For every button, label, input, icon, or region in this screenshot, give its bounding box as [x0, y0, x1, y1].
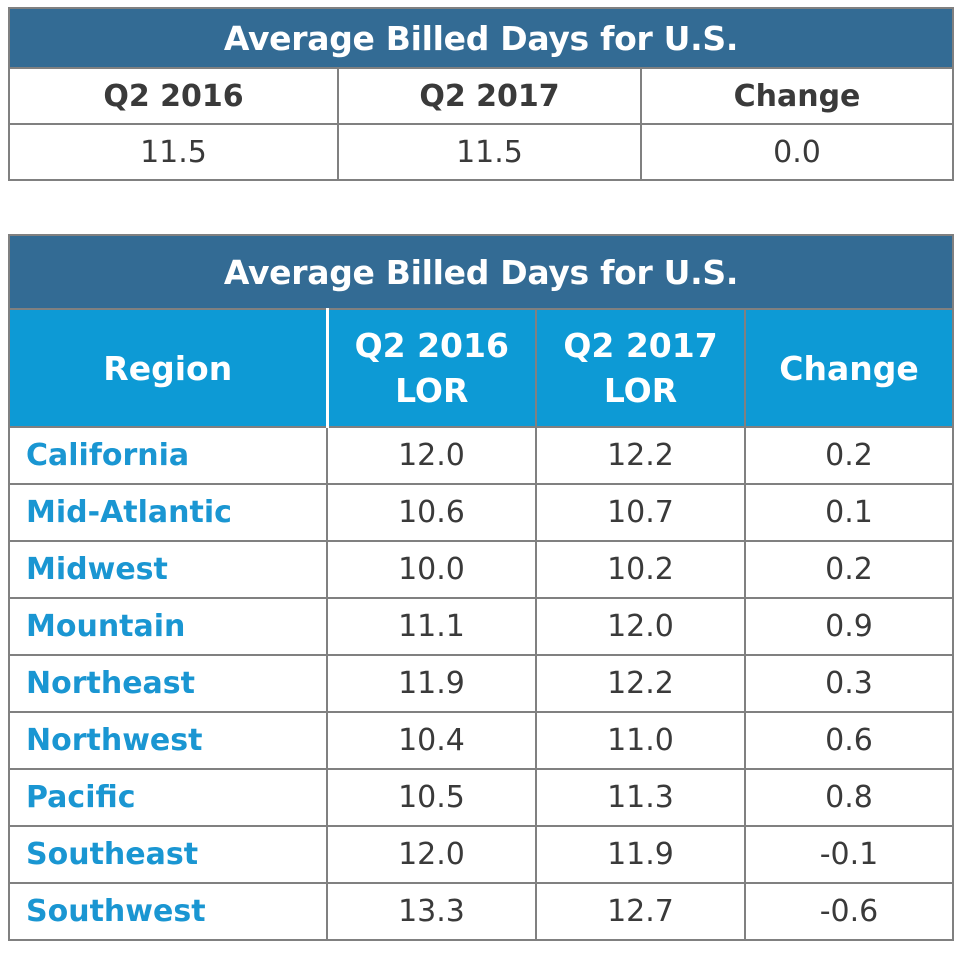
change-cell: 0.6 [744, 711, 954, 770]
q2-2017-cell: 12.0 [535, 597, 746, 656]
q2-2017-cell: 12.2 [535, 426, 746, 485]
change-cell: 0.2 [744, 540, 954, 599]
q2-2016-cell: 10.5 [326, 768, 537, 827]
summary-value-row: 11.5 11.5 0.0 [8, 123, 954, 181]
summary-value-q2-2017: 11.5 [337, 123, 642, 181]
change-cell: 0.8 [744, 768, 954, 827]
q2-2017-cell: 11.3 [535, 768, 746, 827]
change-cell: -0.1 [744, 825, 954, 884]
table-row: Midwest 10.0 10.2 0.2 [8, 540, 954, 599]
region-cell: California [8, 426, 328, 485]
change-cell: 0.3 [744, 654, 954, 713]
q2-2017-cell: 10.2 [535, 540, 746, 599]
header-q2-2017-line1: Q2 2017 [563, 326, 718, 365]
header-q2-2016-line1: Q2 2016 [354, 326, 509, 365]
q2-2017-cell: 11.0 [535, 711, 746, 770]
q2-2016-cell: 11.9 [326, 654, 537, 713]
table-row: Northwest 10.4 11.0 0.6 [8, 711, 954, 770]
header-q2-2016-lor: Q2 2016 LOR [326, 308, 537, 428]
q2-2016-cell: 12.0 [326, 825, 537, 884]
summary-value-q2-2016: 11.5 [8, 123, 339, 181]
change-cell: 0.1 [744, 483, 954, 542]
region-cell: Southeast [8, 825, 328, 884]
header-change: Change [744, 308, 954, 428]
region-cell: Pacific [8, 768, 328, 827]
q2-2017-cell: 12.7 [535, 882, 746, 941]
region-cell: Midwest [8, 540, 328, 599]
table-row: California 12.0 12.2 0.2 [8, 426, 954, 485]
table-row: Southwest 13.3 12.7 -0.6 [8, 882, 954, 941]
q2-2017-cell: 11.9 [535, 825, 746, 884]
region-cell: Mountain [8, 597, 328, 656]
summary-header-q2-2016: Q2 2016 [8, 67, 339, 125]
q2-2016-cell: 10.4 [326, 711, 537, 770]
regional-table: Average Billed Days for U.S. Region Q2 2… [8, 234, 954, 941]
change-cell: 0.2 [744, 426, 954, 485]
summary-header-row: Q2 2016 Q2 2017 Change [8, 67, 954, 125]
summary-table-title: Average Billed Days for U.S. [8, 7, 954, 69]
summary-header-change: Change [640, 67, 954, 125]
regional-header-row: Region Q2 2016 LOR Q2 2017 LOR Change [8, 308, 954, 428]
q2-2016-cell: 12.0 [326, 426, 537, 485]
table-row: Pacific 10.5 11.3 0.8 [8, 768, 954, 827]
table-row: Mountain 11.1 12.0 0.9 [8, 597, 954, 656]
change-cell: -0.6 [744, 882, 954, 941]
region-cell: Southwest [8, 882, 328, 941]
q2-2016-cell: 10.0 [326, 540, 537, 599]
region-cell: Northeast [8, 654, 328, 713]
summary-table: Average Billed Days for U.S. Q2 2016 Q2 … [8, 7, 954, 181]
regional-table-title: Average Billed Days for U.S. [8, 234, 954, 310]
region-cell: Mid-Atlantic [8, 483, 328, 542]
table-row: Northeast 11.9 12.2 0.3 [8, 654, 954, 713]
q2-2016-cell: 11.1 [326, 597, 537, 656]
change-cell: 0.9 [744, 597, 954, 656]
q2-2017-cell: 10.7 [535, 483, 746, 542]
table-row: Mid-Atlantic 10.6 10.7 0.1 [8, 483, 954, 542]
header-region: Region [8, 308, 329, 428]
header-q2-2017-line2: LOR [603, 371, 678, 410]
header-q2-2017-lor: Q2 2017 LOR [535, 308, 746, 428]
region-cell: Northwest [8, 711, 328, 770]
summary-value-change: 0.0 [640, 123, 954, 181]
q2-2016-cell: 13.3 [326, 882, 537, 941]
q2-2016-cell: 10.6 [326, 483, 537, 542]
header-q2-2016-line2: LOR [395, 371, 469, 410]
table-row: Southeast 12.0 11.9 -0.1 [8, 825, 954, 884]
summary-header-q2-2017: Q2 2017 [337, 67, 642, 125]
q2-2017-cell: 12.2 [535, 654, 746, 713]
